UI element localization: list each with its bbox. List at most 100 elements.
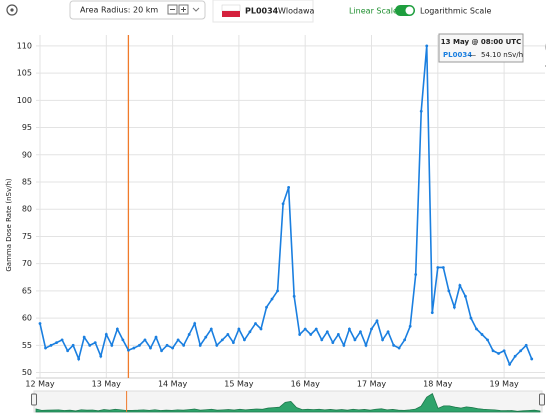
data-point: [480, 333, 484, 336]
data-point: [375, 319, 379, 323]
data-point: [204, 335, 208, 339]
x-tick-label: 16 May: [291, 380, 321, 389]
area-radius: Area Radius: 20 km: [80, 6, 158, 15]
plot: 50 55 60 65 70 75 80 85 90 95 100 105 110 12 May 13 Ma…: [17, 35, 545, 413]
data-point: [502, 349, 506, 353]
x-tick-label: 14 May: [158, 380, 188, 389]
data-point: [309, 333, 313, 336]
data-point: [436, 266, 440, 269]
linear-scale[interactable]: Linear Scale: [349, 7, 398, 16]
locate-dot: [10, 8, 14, 12]
data-point: [381, 338, 384, 342]
navigator-handle[interactable]: [31, 393, 37, 406]
data-point: [71, 343, 75, 347]
station-name: Wlodawa: [278, 7, 315, 16]
plus-icon: [181, 7, 186, 12]
dropdown-arrow[interactable]: [192, 7, 200, 12]
data-point: [243, 338, 246, 342]
data-point: [226, 333, 230, 336]
y-tick-label: 100: [17, 96, 32, 105]
data-point: [132, 346, 136, 350]
y-tick-label: 85: [22, 178, 32, 187]
data-point: [397, 346, 401, 350]
data-point: [138, 343, 141, 347]
data-point: [259, 327, 263, 331]
data-point: [475, 327, 478, 331]
data-point: [165, 343, 169, 347]
y-tick-label: 105: [17, 69, 32, 78]
tooltip-value: 54.10 nSv/h: [481, 51, 523, 59]
data-point: [359, 330, 362, 334]
y-tick-label: 80: [22, 205, 32, 214]
data-point: [491, 349, 495, 353]
data-point: [425, 44, 429, 48]
data-point: [60, 338, 64, 342]
data-point: [331, 341, 335, 345]
data-point: [513, 354, 517, 358]
data-point: [193, 322, 197, 325]
y-tick-label: 95: [22, 123, 32, 132]
data-point: [519, 349, 523, 353]
y-tick-label: 55: [22, 341, 32, 350]
data-point: [265, 305, 268, 309]
data-point: [110, 343, 114, 347]
station-code: PL0034: [245, 7, 279, 16]
tooltip-time: 13 May @ 08:00 UTC: [441, 38, 521, 46]
locate-icon[interactable]: [6, 4, 18, 16]
data-point: [430, 311, 434, 315]
data-point: [237, 327, 241, 331]
y-tick-label: 60: [22, 314, 32, 323]
data-point: [187, 333, 191, 336]
data-point: [530, 357, 534, 361]
y-tick-label: 65: [22, 286, 32, 295]
data-point: [392, 343, 395, 347]
data-point: [38, 322, 42, 325]
data-point: [298, 333, 302, 336]
y-tick-label: 90: [22, 150, 32, 159]
x-tick-label: 19 May: [489, 380, 519, 389]
data-line: [39, 45, 533, 367]
y-tick-label: 50: [22, 368, 32, 377]
data-point: [215, 343, 219, 347]
x-tick-label: 12 May: [25, 380, 55, 389]
data-point: [336, 333, 340, 336]
data-point: [403, 338, 407, 342]
data-point: [55, 341, 58, 345]
data-point: [370, 327, 373, 331]
x-tick-label: 17 May: [357, 380, 387, 389]
data-point: [82, 335, 86, 339]
data-point: [182, 343, 186, 347]
toolbar: Area Radius: 20 km PL0034 Wlodawa Linear…: [6, 0, 491, 23]
data-point: [93, 341, 97, 345]
data-point: [497, 352, 500, 355]
data-point: [171, 346, 175, 350]
data-point: [176, 338, 180, 342]
y-tick-label: 70: [22, 259, 32, 268]
data-point: [447, 289, 451, 293]
log-scale[interactable]: Logarithmic Scale: [420, 7, 491, 16]
data-point: [209, 327, 213, 331]
data-point: [292, 294, 296, 298]
data-point: [281, 202, 285, 206]
data-point: [220, 338, 224, 342]
y-tick-label: 110: [17, 41, 32, 50]
data-point: [154, 335, 158, 339]
data-point: [77, 357, 81, 361]
tooltip-series: PL0034: [443, 51, 472, 59]
data-point: [408, 324, 412, 328]
navigator-handle[interactable]: [539, 393, 545, 406]
data-point: [469, 316, 473, 320]
y-tick-label: 75: [22, 232, 32, 241]
plot-area: [36, 35, 545, 378]
x-tick-label: 15 May: [224, 380, 254, 389]
data-point: [49, 343, 53, 347]
data-point: [320, 338, 324, 342]
data-point: [458, 284, 462, 287]
data-point: [276, 289, 279, 293]
data-point: [126, 348, 130, 352]
data-point: [287, 186, 291, 189]
data-point: [88, 343, 92, 347]
data-point: [149, 346, 152, 350]
data-point: [364, 343, 368, 347]
